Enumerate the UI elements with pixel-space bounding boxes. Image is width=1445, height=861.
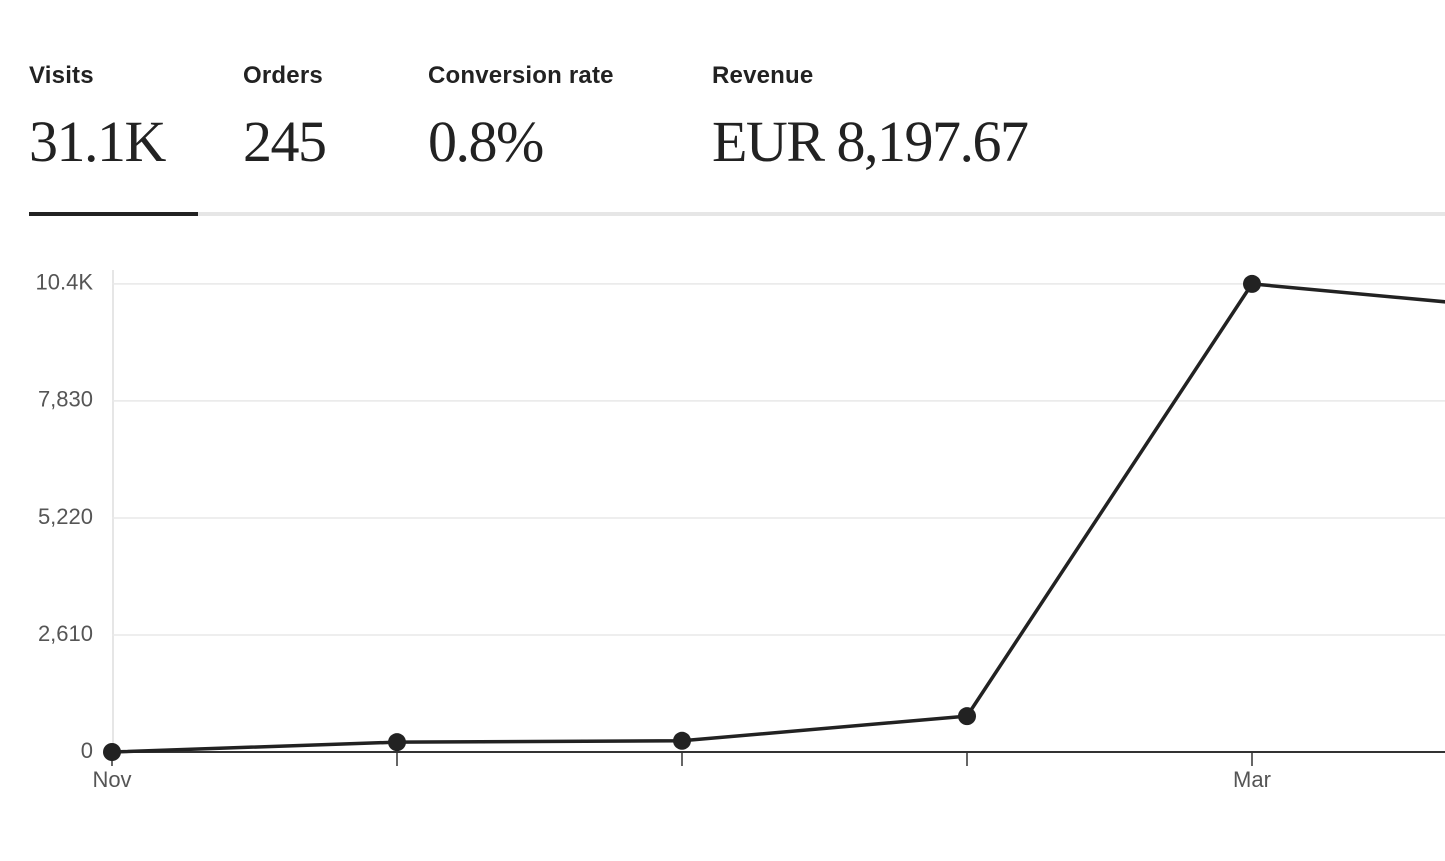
- y-tick-label: 10.4K: [36, 270, 94, 295]
- metric-label: Revenue: [712, 62, 814, 89]
- data-point: [103, 743, 121, 761]
- y-tick-label: 0: [81, 738, 93, 763]
- metric-tab[interactable]: Orders 245: [243, 62, 327, 175]
- data-point: [958, 707, 976, 726]
- data-point: [388, 733, 406, 752]
- selected-tab-indicator: [29, 212, 198, 216]
- x-tick-label: Mar: [1233, 767, 1271, 792]
- metric-tab[interactable]: Revenue EUR 8,197.67: [712, 62, 1029, 175]
- data-point: [1243, 274, 1261, 293]
- metric-value: 0.8%: [428, 109, 544, 174]
- y-tick-label: 7,830: [38, 387, 93, 412]
- metric-value: EUR 8,197.67: [712, 109, 1029, 174]
- y-tick-label: 2,610: [38, 621, 93, 646]
- metric-tabs: Visits 31.1K Orders 245 Conversion rate …: [29, 62, 1445, 216]
- y-tick-label: 5,220: [38, 504, 93, 529]
- metric-value: 245: [243, 109, 327, 174]
- data-line: [111, 282, 1445, 754]
- x-tick-label: Nov: [92, 767, 131, 792]
- metric-label: Conversion rate: [428, 62, 614, 89]
- metric-label: Visits: [29, 62, 94, 89]
- metric-tab[interactable]: Conversion rate 0.8%: [428, 62, 614, 175]
- metric-value: 31.1K: [29, 109, 166, 174]
- metric-tab[interactable]: Visits 31.1K: [29, 62, 166, 175]
- metric-label: Orders: [243, 62, 323, 89]
- data-point: [673, 731, 691, 750]
